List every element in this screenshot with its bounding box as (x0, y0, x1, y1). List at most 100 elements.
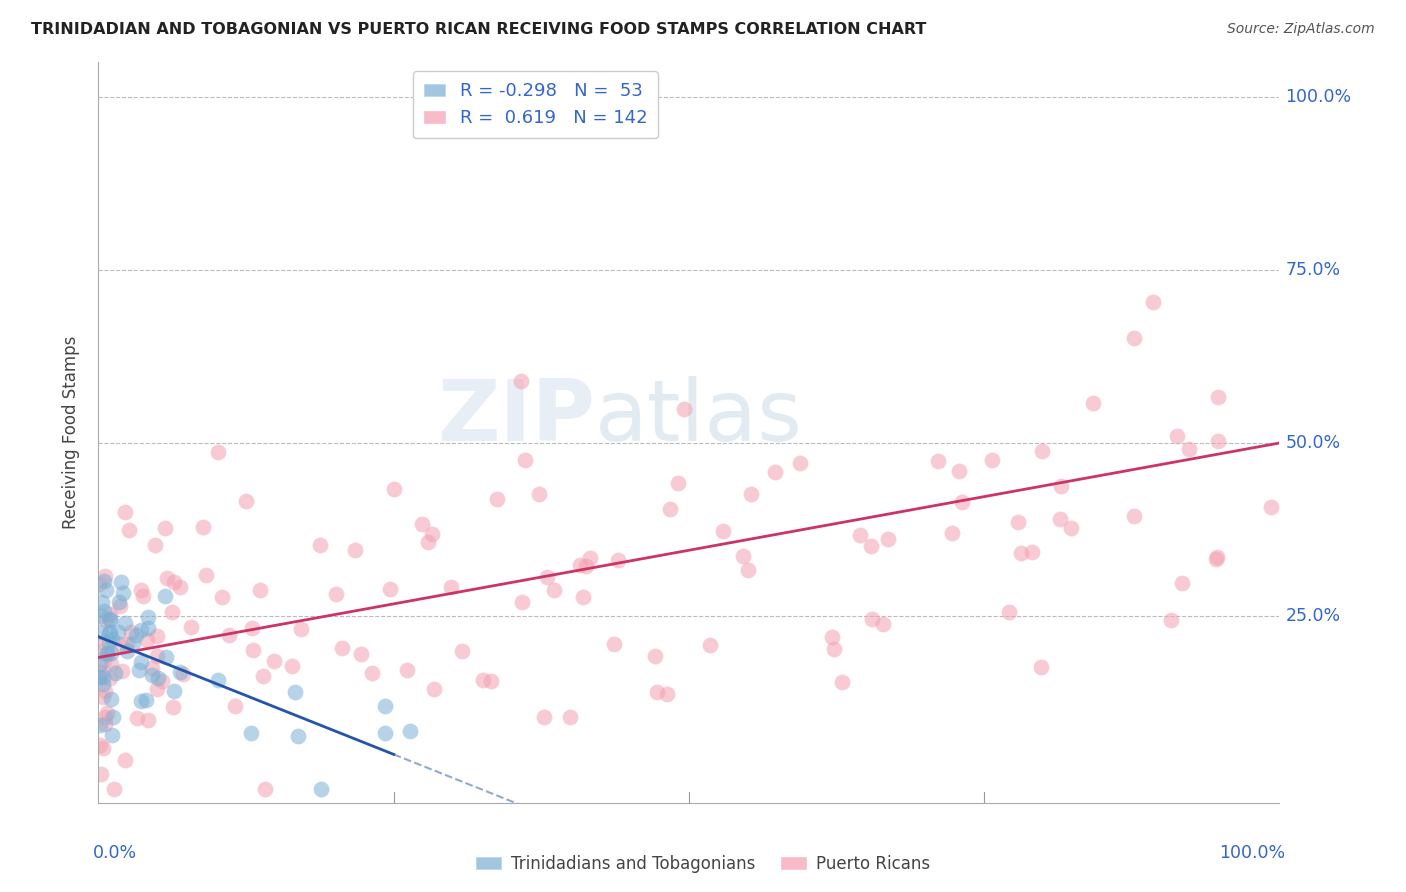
Point (254, 781, 277, 796)
Point (93, 574, 115, 589)
Point (1205, 552, 1227, 566)
Text: 75.0%: 75.0% (1285, 261, 1340, 279)
Point (90, 609, 112, 624)
Point (108, 599, 131, 613)
Point (111, 586, 134, 600)
Text: atlas: atlas (595, 376, 803, 459)
Point (740, 487, 762, 501)
Point (981, 453, 1004, 467)
Point (287, 729, 309, 743)
Point (1160, 613, 1182, 627)
Point (114, 616, 136, 631)
Point (572, 591, 595, 605)
Text: ZIP: ZIP (437, 376, 595, 459)
Point (941, 526, 963, 541)
Point (733, 549, 755, 564)
Point (100, 657, 122, 671)
Point (117, 644, 139, 658)
Point (645, 684, 668, 698)
Point (373, 698, 395, 713)
Text: Source: ZipAtlas.com: Source: ZipAtlas.com (1227, 22, 1375, 37)
Point (1166, 429, 1188, 443)
Point (91, 595, 114, 609)
Point (93, 654, 115, 668)
Point (418, 534, 440, 549)
Point (240, 621, 263, 635)
Point (135, 632, 157, 647)
Point (100, 646, 122, 660)
Point (125, 628, 148, 642)
Point (513, 453, 536, 467)
Point (156, 570, 179, 584)
Point (146, 629, 169, 643)
Point (89, 644, 111, 658)
Point (100, 613, 122, 627)
Point (107, 595, 129, 609)
Point (98, 671, 121, 685)
Point (87, 670, 110, 684)
Point (146, 681, 169, 696)
Point (136, 621, 159, 635)
Point (94, 717, 117, 731)
Text: TRINIDADIAN AND TOBAGONIAN VS PUERTO RICAN RECEIVING FOOD STAMPS CORRELATION CHA: TRINIDADIAN AND TOBAGONIAN VS PUERTO RIC… (31, 22, 927, 37)
Point (420, 526, 443, 541)
Point (325, 586, 347, 600)
Point (101, 632, 124, 647)
Point (128, 663, 150, 677)
Point (141, 667, 163, 681)
Point (143, 538, 166, 552)
Text: 0.0%: 0.0% (93, 844, 136, 862)
Point (218, 627, 240, 641)
Text: 50.0%: 50.0% (1285, 434, 1340, 452)
Point (1122, 331, 1144, 345)
Point (877, 532, 900, 546)
Point (120, 624, 142, 639)
Point (543, 583, 565, 598)
Point (422, 682, 444, 697)
Text: 100.0%: 100.0% (1285, 88, 1351, 106)
Point (533, 710, 555, 724)
Point (98, 625, 121, 640)
Point (132, 590, 155, 604)
Point (737, 563, 759, 577)
Point (155, 649, 177, 664)
Point (101, 710, 124, 724)
Point (141, 661, 163, 675)
Point (1206, 434, 1229, 448)
Point (1123, 508, 1146, 523)
Legend: Trinidadians and Tobagonians, Puerto Ricans: Trinidadians and Tobagonians, Puerto Ric… (470, 848, 936, 880)
Point (136, 713, 159, 727)
Point (163, 574, 186, 589)
Point (195, 568, 218, 582)
Point (89, 665, 111, 680)
Point (169, 580, 191, 594)
Point (1206, 549, 1229, 564)
Point (374, 725, 396, 739)
Point (97, 626, 120, 640)
Text: 100.0%: 100.0% (1219, 844, 1285, 862)
Point (699, 638, 721, 652)
Point (169, 665, 191, 679)
Point (1083, 395, 1105, 409)
Point (948, 464, 970, 478)
Point (360, 665, 382, 680)
Point (831, 674, 853, 689)
Point (1029, 659, 1052, 673)
Point (281, 658, 304, 673)
Point (1171, 576, 1194, 591)
Point (115, 637, 138, 651)
Point (150, 673, 173, 688)
Point (98, 612, 121, 626)
Point (395, 663, 418, 677)
Point (114, 505, 136, 519)
Point (91, 690, 114, 704)
Point (207, 673, 229, 688)
Point (90, 767, 112, 781)
Point (129, 623, 152, 637)
Y-axis label: Receiving Food Stamps: Receiving Food Stamps (62, 336, 80, 529)
Point (763, 465, 786, 479)
Point (872, 617, 894, 632)
Point (510, 374, 533, 388)
Text: 25.0%: 25.0% (1285, 607, 1340, 625)
Point (659, 501, 682, 516)
